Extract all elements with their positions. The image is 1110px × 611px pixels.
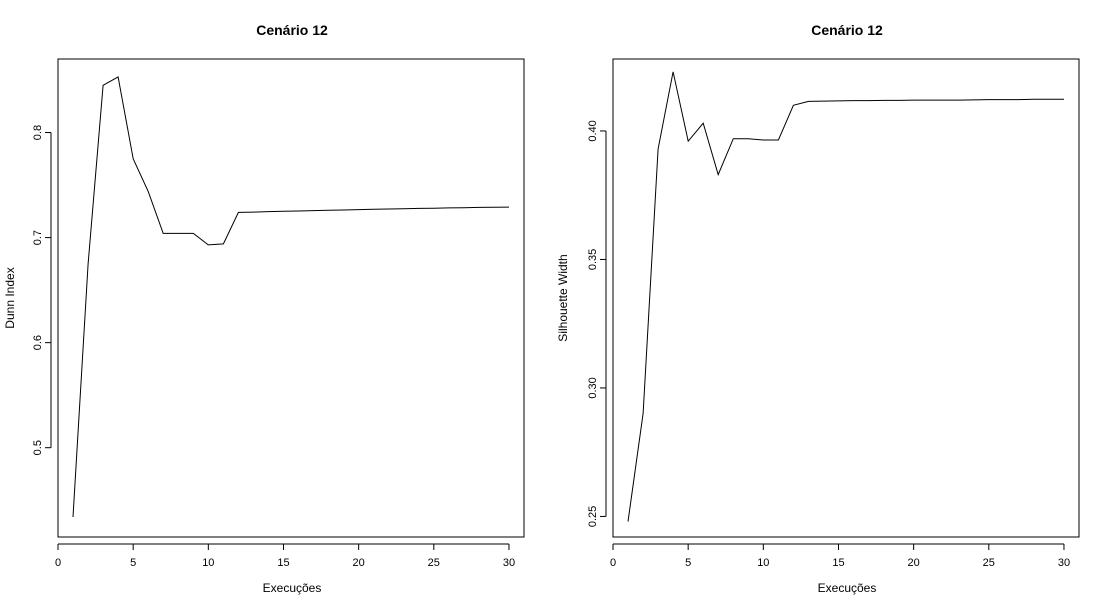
x-tick-label: 25 bbox=[428, 557, 440, 569]
x-axis-label: Execuções bbox=[263, 581, 322, 595]
x-tick-label: 20 bbox=[353, 557, 365, 569]
x-tick-label: 15 bbox=[277, 557, 289, 569]
y-tick-label: 0.5 bbox=[32, 440, 44, 455]
series-line bbox=[627, 71, 1064, 522]
chart-panel-silhouette-width: Cenário 12 Execuções Silhouette Width 0 5… bbox=[556, 22, 1080, 595]
y-axis-label: Silhouette Width bbox=[556, 254, 570, 341]
y-tick-label: 0.7 bbox=[32, 230, 44, 245]
y-tick-label: 0.6 bbox=[32, 335, 44, 350]
x-tick-label: 10 bbox=[757, 557, 769, 569]
x-tick-label: 5 bbox=[130, 557, 136, 569]
x-axis-label: Execuções bbox=[818, 581, 877, 595]
series-line bbox=[72, 76, 510, 518]
chart-panel-dunn-index: Cenário 12 Execuções Dunn Index 0 5 10 15 20… bbox=[3, 22, 525, 595]
plot-frame bbox=[612, 58, 1080, 538]
y-tick-label: 0.30 bbox=[587, 377, 599, 398]
x-tick-label: 5 bbox=[685, 557, 691, 569]
plot-frame bbox=[57, 58, 525, 538]
x-tick-label: 20 bbox=[908, 557, 920, 569]
x-tick-label: 15 bbox=[832, 557, 844, 569]
x-tick-label: 0 bbox=[55, 557, 61, 569]
y-axis-label: Dunn Index bbox=[3, 267, 17, 328]
x-tick-label: 25 bbox=[983, 557, 995, 569]
y-tick-label: 0.40 bbox=[587, 120, 599, 141]
x-tick-label: 10 bbox=[202, 557, 214, 569]
chart-title: Cenário 12 bbox=[811, 22, 883, 38]
y-tick-label: 0.25 bbox=[587, 506, 599, 527]
y-tick-label: 0.8 bbox=[32, 125, 44, 140]
x-tick-label: 0 bbox=[610, 557, 616, 569]
x-tick-label: 30 bbox=[503, 557, 515, 569]
y-tick-label: 0.35 bbox=[587, 249, 599, 270]
x-tick-label: 30 bbox=[1058, 557, 1070, 569]
chart-title: Cenário 12 bbox=[256, 22, 328, 38]
